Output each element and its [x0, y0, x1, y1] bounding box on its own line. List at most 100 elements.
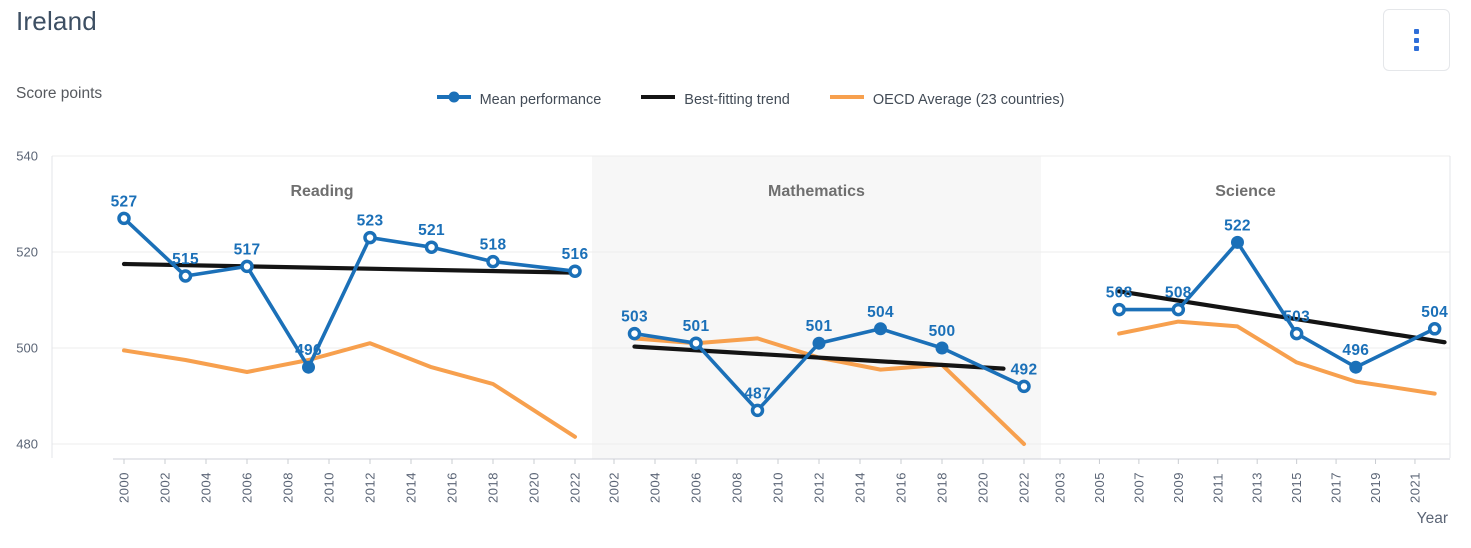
- x-tick-label: 2008: [730, 472, 745, 503]
- x-tick-label: 2020: [527, 472, 542, 503]
- x-tick-label: 2021: [1407, 472, 1422, 503]
- x-tick-label: 2009: [1171, 472, 1186, 503]
- x-tick-label: 2010: [322, 472, 337, 503]
- data-point-label: 487: [744, 385, 771, 402]
- data-point-mathematics-2022[interactable]: [1017, 379, 1031, 394]
- data-point-science-2015[interactable]: [1289, 326, 1304, 341]
- x-tick-label: 2008: [281, 472, 296, 503]
- oecd-average-line: [1117, 319, 1437, 396]
- legend-label: OECD Average (23 countries): [872, 91, 1065, 108]
- x-tick-label: 2020: [976, 472, 991, 503]
- x-tick-label: 2012: [812, 472, 827, 503]
- trend-line-icon: [639, 90, 678, 109]
- data-point-label: 501: [806, 318, 833, 335]
- data-point-reading-2022[interactable]: [568, 264, 582, 278]
- data-point-reading-2003[interactable]: [178, 269, 193, 283]
- x-tick-label: 2018: [486, 472, 501, 503]
- panel-highlight-mathematics: [592, 156, 1041, 459]
- data-point-label: 496: [1342, 342, 1369, 359]
- x-tick-label: 2017: [1329, 472, 1344, 503]
- data-point-label: 500: [929, 323, 956, 340]
- x-tick-label: 2014: [853, 472, 868, 503]
- data-point-label: 518: [480, 237, 507, 254]
- x-tick-label: 2005: [1092, 472, 1107, 503]
- x-tick-label: 2006: [689, 472, 704, 503]
- data-point-label: 501: [683, 318, 710, 335]
- panel-title-mathematics: Mathematics: [768, 183, 865, 200]
- data-point-reading-2009[interactable]: [302, 360, 315, 374]
- data-point-label: 492: [1011, 361, 1038, 378]
- data-point-science-2018[interactable]: [1349, 360, 1363, 374]
- data-point-mathematics-2006[interactable]: [689, 336, 703, 350]
- x-tick-label: 2004: [199, 472, 214, 503]
- mean-performance-line: [1119, 240, 1436, 370]
- data-point-reading-2015[interactable]: [424, 240, 439, 254]
- data-point-label: 504: [1421, 304, 1448, 321]
- oecd-average-line-icon: [827, 90, 866, 109]
- x-tick-label: 2018: [935, 472, 950, 503]
- x-tick-label: 2007: [1131, 472, 1146, 503]
- x-tick-label: 2006: [240, 472, 255, 503]
- x-tick-label: 2012: [363, 472, 378, 503]
- x-tick-label: 2015: [1289, 472, 1304, 503]
- data-point-label: 503: [621, 309, 648, 326]
- data-point-reading-2006[interactable]: [240, 259, 254, 274]
- mean-performance-line-dot-icon: [434, 90, 473, 109]
- x-tick-label: 2016: [445, 472, 460, 503]
- data-point-label: 523: [357, 213, 384, 230]
- x-tick-label: 2004: [648, 472, 663, 503]
- data-point-mathematics-2012[interactable]: [812, 336, 826, 350]
- data-point-label: 508: [1165, 285, 1192, 302]
- data-point-label: 522: [1224, 217, 1251, 234]
- data-point-mathematics-2003[interactable]: [627, 326, 642, 341]
- x-tick-label: 2016: [894, 472, 909, 503]
- x-tick-label: 2022: [1017, 472, 1032, 503]
- best-fitting-trend-line: [632, 344, 1006, 371]
- legend-item-oecd-average[interactable]: OECD Average (23 countries): [827, 90, 1065, 109]
- mean-performance-line: [122, 217, 576, 370]
- data-point-label: 516: [562, 246, 589, 263]
- data-point-science-2022[interactable]: [1427, 322, 1442, 336]
- data-point-label: 508: [1106, 285, 1133, 302]
- data-point-mathematics-2018[interactable]: [935, 341, 949, 355]
- y-axis-title: Score points: [16, 85, 103, 102]
- chart-legend: Mean performance Best-fitting trend OECD…: [0, 90, 1471, 109]
- legend-label: Best-fitting trend: [684, 91, 790, 108]
- data-point-label: 515: [172, 251, 199, 268]
- data-point-science-2006[interactable]: [1112, 302, 1126, 317]
- y-tick-label: 480: [16, 437, 38, 452]
- oecd-average-line: [122, 341, 577, 439]
- data-point-label: 527: [111, 193, 138, 210]
- x-tick-label: 2003: [1053, 472, 1068, 503]
- data-point-mathematics-2015[interactable]: [874, 322, 887, 336]
- best-fitting-trend-line: [121, 261, 578, 275]
- x-tick-label: 2011: [1210, 473, 1225, 503]
- data-point-label: 521: [418, 222, 445, 239]
- data-point-label: 503: [1283, 309, 1310, 326]
- legend-label: Mean performance: [479, 91, 602, 108]
- legend-item-best-fitting-trend[interactable]: Best-fitting trend: [639, 90, 790, 109]
- y-tick-label: 500: [16, 341, 38, 356]
- data-point-science-2009[interactable]: [1171, 302, 1186, 317]
- x-tick-label: 2014: [404, 472, 419, 503]
- x-tick-label: 2013: [1250, 472, 1265, 503]
- data-point-reading-2018[interactable]: [486, 254, 500, 269]
- legend-item-mean-performance[interactable]: Mean performance: [434, 90, 602, 109]
- vertical-ellipsis-icon: [1414, 29, 1419, 51]
- data-point-mathematics-2009[interactable]: [750, 403, 765, 418]
- x-axis-title: Year: [1416, 510, 1448, 527]
- data-point-reading-2000[interactable]: [117, 211, 131, 226]
- panel-title-reading: Reading: [290, 183, 353, 200]
- data-point-label: 517: [234, 241, 261, 258]
- data-point-reading-2012[interactable]: [363, 230, 377, 245]
- x-tick-label: 2002: [158, 472, 173, 503]
- data-point-science-2012[interactable]: [1230, 235, 1244, 249]
- best-fitting-trend-line: [1117, 289, 1447, 345]
- x-tick-label: 2000: [117, 472, 132, 503]
- chart-menu-button[interactable]: [1383, 9, 1450, 71]
- page-title: Ireland: [16, 6, 97, 36]
- x-tick-label: 2010: [771, 472, 786, 503]
- panel-title-science: Science: [1215, 183, 1276, 200]
